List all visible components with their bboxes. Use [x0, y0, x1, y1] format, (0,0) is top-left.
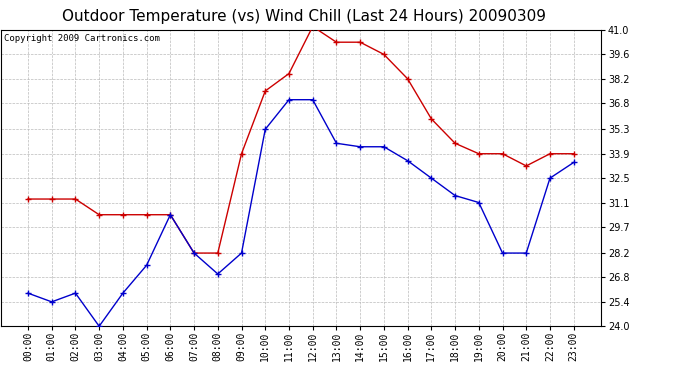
Text: Copyright 2009 Cartronics.com: Copyright 2009 Cartronics.com: [3, 34, 159, 44]
Text: Outdoor Temperature (vs) Wind Chill (Last 24 Hours) 20090309: Outdoor Temperature (vs) Wind Chill (Las…: [61, 9, 546, 24]
